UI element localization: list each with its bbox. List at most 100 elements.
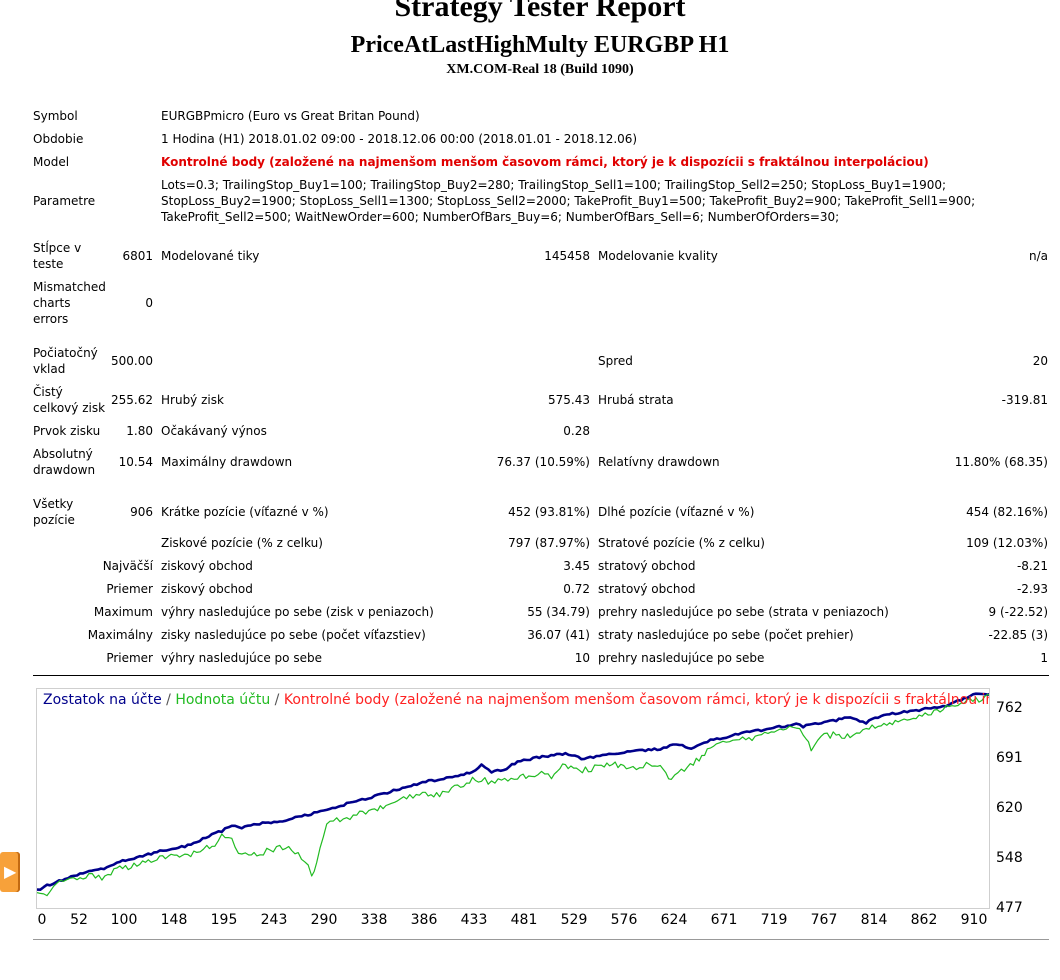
maximal-loss-value: -22.85 (3) <box>988 628 1049 642</box>
largest-loss-label: stratový obchod <box>598 559 696 573</box>
x-tick-814: 814 <box>860 912 888 928</box>
avg-loss-value: -2.93 <box>1016 582 1048 596</box>
expected-value: 0.28 <box>563 424 590 438</box>
x-tick-195: 195 <box>210 912 238 928</box>
max-dd-value: 76.37 (10.59%) <box>496 455 590 469</box>
report-title: Strategy Tester Report <box>394 0 686 23</box>
avg-cons-win-label: výhry nasledujúce po sebe <box>161 651 322 665</box>
x-tick-576: 576 <box>610 912 638 928</box>
quality-label: Modelovanie kvality <box>598 249 718 263</box>
x-tick-386: 386 <box>410 912 438 928</box>
loss-pos-value: 109 (12.03%) <box>966 536 1048 550</box>
y-tick-762: 762 <box>996 700 1023 716</box>
net-label-1: Čistý <box>33 385 63 399</box>
chart-legend: Zostatok na účte / Hodnota účtu / Kontro… <box>43 692 989 708</box>
long-label: Dlhé pozície (víťazné v %) <box>598 505 755 519</box>
deposit-value: 500.00 <box>111 354 153 368</box>
max-cons-win-label: výhry nasledujúce po sebe (zisk v peniaz… <box>161 605 434 619</box>
gross-profit-value: 575.43 <box>548 393 590 407</box>
x-tick-52: 52 <box>70 912 88 928</box>
gross-profit-label: Hrubý zisk <box>161 393 224 407</box>
max-cons-win-value: 55 (34.79) <box>527 605 590 619</box>
rel-dd-value: 11.80% (68.35) <box>954 455 1048 469</box>
gross-loss-value: -319.81 <box>1001 393 1048 407</box>
legend-model: Kontrolné body (založené na najmenšom me… <box>283 692 989 708</box>
total-value: 906 <box>130 505 153 519</box>
mismatch-label-1: Mismatched <box>33 280 106 294</box>
mismatch-value: 0 <box>145 296 153 310</box>
maximal-label: Maximálny <box>87 628 153 642</box>
max-cons-loss-value: 9 (-22.52) <box>988 605 1049 619</box>
x-tick-148: 148 <box>160 912 188 928</box>
legend-separator-2: / <box>270 692 284 708</box>
net-value: 255.62 <box>111 393 153 407</box>
maximal-loss-label: straty nasledujúce po sebe (počet prehie… <box>598 628 854 642</box>
short-label: Krátke pozície (víťazné v %) <box>161 505 329 519</box>
short-value: 452 (93.81%) <box>508 505 590 519</box>
maximum-label: Maximum <box>93 605 153 619</box>
x-tick-529: 529 <box>560 912 588 928</box>
avg2-label: Priemer <box>106 651 153 665</box>
report-build: XM.COM-Real 18 (Build 1090) <box>446 62 634 77</box>
avg-loss-label: stratový obchod <box>598 582 696 596</box>
abs-dd-label-2: drawdown <box>33 463 96 477</box>
period-label: Obdobie <box>33 132 84 146</box>
pf-value: 1.80 <box>126 424 153 438</box>
avg-win-value: 0.72 <box>563 582 590 596</box>
avg-cons-loss-label: prehry nasledujúce po sebe <box>598 651 765 665</box>
deposit-label-2: vklad <box>33 362 66 376</box>
legend-balance: Zostatok na účte <box>43 692 162 708</box>
y-tick-691: 691 <box>996 750 1023 766</box>
chart-plot-area <box>36 688 990 909</box>
avg-win-label: ziskový obchod <box>161 582 253 596</box>
symbol-value: EURGBPmicro (Euro vs Great Britan Pound) <box>161 109 420 123</box>
bars-label-1: Stĺpce v <box>33 241 82 255</box>
params-line-3: TakeProfit_Sell2=500; WaitNewOrder=600; … <box>161 210 840 224</box>
spread-label: Spred <box>598 354 633 368</box>
period-value: 1 Hodina (H1) 2018.01.02 09:00 - 2018.12… <box>161 132 638 146</box>
loss-pos-label: Stratové pozície (% z celku) <box>598 536 765 550</box>
bars-value: 6801 <box>122 249 153 263</box>
symbol-label: Symbol <box>33 109 78 123</box>
pf-label: Prvok zisku <box>33 424 101 438</box>
legend-equity: Hodnota účtu <box>175 692 271 708</box>
series-equity-line <box>37 693 989 897</box>
largest-win-value: 3.45 <box>563 559 590 573</box>
y-tick-548: 548 <box>996 850 1023 866</box>
avg-cons-win-value: 10 <box>574 651 590 665</box>
x-tick-338: 338 <box>360 912 388 928</box>
chart-top-rule <box>33 675 1049 676</box>
gross-loss-label: Hrubá strata <box>598 393 674 407</box>
x-tick-910: 910 <box>960 912 988 928</box>
abs-dd-label-1: Absolutný <box>33 447 93 461</box>
y-tick-620: 620 <box>996 800 1023 816</box>
maximal-profit-value: 36.07 (41) <box>527 628 590 642</box>
long-value: 454 (82.16%) <box>966 505 1048 519</box>
x-tick-481: 481 <box>510 912 538 928</box>
model-value: Kontrolné body (založené na najmenšom me… <box>161 155 929 169</box>
chart-bottom-rule <box>33 939 1049 940</box>
legend-separator-1: / <box>161 692 176 708</box>
max-dd-label: Maximálny drawdown <box>161 455 293 469</box>
params-line-1: Lots=0.3; TrailingStop_Buy1=100; Trailin… <box>161 178 947 192</box>
rel-dd-label: Relatívny drawdown <box>598 455 720 469</box>
win-pos-label: Ziskové pozície (% z celku) <box>161 536 323 550</box>
expected-label: Očakávaný výnos <box>161 424 267 438</box>
x-tick-862: 862 <box>910 912 938 928</box>
avg-cons-loss-value: 1 <box>1040 651 1048 665</box>
mismatch-label-2: charts <box>33 296 71 310</box>
equity-chart-svg <box>37 692 989 897</box>
mismatch-label-3: errors <box>33 312 69 326</box>
x-tick-433: 433 <box>460 912 488 928</box>
x-tick-243: 243 <box>260 912 288 928</box>
y-tick-477: 477 <box>996 900 1023 916</box>
report-subtitle: PriceAtLastHighMulty EURGBP H1 <box>350 32 730 58</box>
average-label: Priemer <box>106 582 153 596</box>
series-balance-line <box>37 692 989 891</box>
win-pos-value: 797 (87.97%) <box>508 536 590 550</box>
side-panel-toggle-button[interactable]: ▶ <box>0 852 20 892</box>
ticks-value: 145458 <box>544 249 590 263</box>
net-label-2: celkový zisk <box>33 401 106 415</box>
total-label-2: pozície <box>33 513 75 527</box>
play-icon: ▶ <box>4 862 17 881</box>
